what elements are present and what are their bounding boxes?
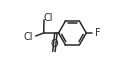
Text: F: F <box>95 28 100 38</box>
Text: Cl: Cl <box>24 32 33 42</box>
Text: Cl: Cl <box>43 13 53 23</box>
Text: O: O <box>50 39 58 49</box>
